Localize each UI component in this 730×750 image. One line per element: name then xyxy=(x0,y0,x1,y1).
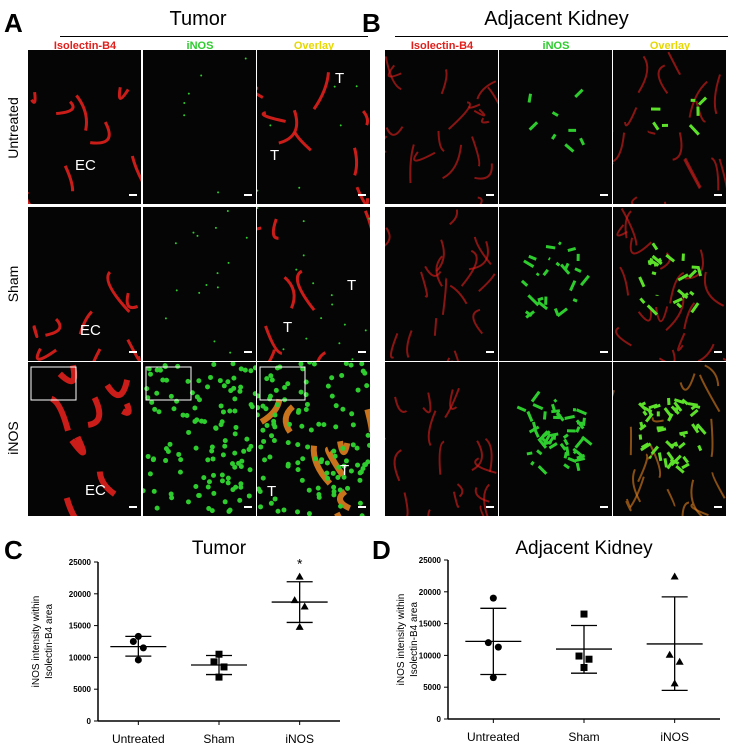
y-tick-label: 15000 xyxy=(419,620,442,629)
micrograph-tumor-inos-2 xyxy=(257,362,370,516)
y-tick-label: 0 xyxy=(87,717,92,726)
data-point xyxy=(215,673,223,681)
y-tick-label: 25000 xyxy=(69,558,92,567)
data-point xyxy=(295,572,304,580)
x-tick-label: Sham xyxy=(568,730,599,744)
col-a-isolectin: Isolectin-B4 xyxy=(53,40,117,52)
micrograph-tumor-inos-1 xyxy=(143,362,256,516)
micrograph-tumor-sham-1 xyxy=(143,207,256,361)
micrograph-tumor-untreated-0 xyxy=(28,50,141,204)
micrograph-kidney-sham-1 xyxy=(499,207,612,361)
panel-b-rule xyxy=(395,36,728,37)
y-axis-label: iNOS intensity within Isolectin-B4 area xyxy=(31,596,55,688)
data-point xyxy=(675,657,684,665)
x-tick-label: Untreated xyxy=(467,730,520,744)
micrograph-kidney-sham-2 xyxy=(613,207,726,361)
x-tick-label: iNOS xyxy=(660,730,689,744)
panel-b-title: Adjacent Kidney xyxy=(484,8,629,30)
col-b-inos: iNOS xyxy=(542,40,570,52)
tumor-t-label: T xyxy=(267,483,276,500)
micrograph-tumor-inos-0 xyxy=(28,362,141,516)
panel-d-label: D xyxy=(372,535,391,565)
data-point xyxy=(670,679,679,687)
ec-label: EC xyxy=(75,157,96,174)
y-tick-label: 10000 xyxy=(419,651,442,660)
data-point xyxy=(134,632,142,640)
y-tick-label: 25000 xyxy=(419,556,442,565)
y-tick-label: 10000 xyxy=(69,653,92,662)
panel-c-label: C xyxy=(4,535,23,565)
data-point xyxy=(494,643,502,651)
y-tick-label: 5000 xyxy=(423,683,441,692)
micrograph-kidney-inos-0 xyxy=(385,362,498,516)
chart-title: Adjacent Kidney xyxy=(515,538,653,559)
y-tick-label: 15000 xyxy=(69,622,92,631)
micrograph-kidney-inos-1 xyxy=(499,362,612,516)
col-a-overlay: Overlay xyxy=(293,40,335,52)
data-point xyxy=(295,622,304,630)
data-point xyxy=(580,610,588,618)
panel-a-rule xyxy=(60,36,368,37)
y-tick-label: 5000 xyxy=(73,685,91,694)
data-point xyxy=(665,650,674,658)
panel-b-label: B xyxy=(362,8,381,38)
micrograph-tumor-sham-2 xyxy=(257,207,370,361)
y-tick-label: 0 xyxy=(437,715,442,724)
data-point xyxy=(575,652,583,660)
col-b-overlay: Overlay xyxy=(649,40,691,52)
micrograph-kidney-inos-2 xyxy=(613,362,726,516)
micrograph-tumor-untreated-1 xyxy=(143,50,256,204)
panel-a-label: A xyxy=(4,8,23,38)
x-tick-label: iNOS xyxy=(285,732,314,746)
col-b-isolectin: Isolectin-B4 xyxy=(410,40,474,52)
col-a-inos: iNOS xyxy=(186,40,214,52)
ec-label: EC xyxy=(80,322,101,339)
data-point xyxy=(580,663,588,671)
micrograph-tumor-sham-0 xyxy=(28,207,141,361)
y-tick-label: 20000 xyxy=(69,590,92,599)
chart-title: Tumor xyxy=(192,538,247,559)
micrograph-kidney-untreated-1 xyxy=(499,50,612,204)
micrograph-tumor-untreated-2 xyxy=(257,50,370,204)
tumor-t-label: T xyxy=(283,319,292,336)
y-axis-label: iNOS intensity within Isolectin-B4 area xyxy=(396,594,420,686)
tumor-t-label: T xyxy=(270,147,279,164)
data-point xyxy=(139,644,147,652)
significance-marker: * xyxy=(297,556,303,572)
micrograph-kidney-sham-0 xyxy=(385,207,498,361)
data-point xyxy=(215,650,223,658)
tumor-t-label: T xyxy=(347,277,356,294)
data-point xyxy=(300,602,309,610)
data-point xyxy=(210,658,218,666)
data-point xyxy=(670,572,679,580)
data-point xyxy=(489,594,497,602)
x-tick-label: Sham xyxy=(203,732,234,746)
y-tick-label: 20000 xyxy=(419,588,442,597)
panel-a-title: Tumor xyxy=(169,8,227,30)
micrograph-grid: EC EC EC T T T T T T xyxy=(28,50,726,516)
data-point xyxy=(134,656,142,664)
data-point xyxy=(484,639,492,647)
chart-c: Tumor 0 5000 10000 15000 20000 25000 iNOS inten… xyxy=(31,538,340,746)
data-point xyxy=(129,638,137,645)
tumor-t-label: T xyxy=(335,70,344,87)
data-point xyxy=(220,663,228,671)
chart-d: Adjacent Kidney 0 5000 10000 15000 20000 25000… xyxy=(396,538,720,744)
tumor-t-label: T xyxy=(340,462,349,479)
x-tick-label: Untreated xyxy=(112,732,165,746)
micrograph-kidney-untreated-0 xyxy=(385,50,498,204)
micrograph-kidney-untreated-2 xyxy=(613,50,726,204)
data-point xyxy=(290,596,299,604)
ec-label: EC xyxy=(85,482,106,499)
data-point xyxy=(489,674,497,682)
data-point xyxy=(585,655,593,663)
